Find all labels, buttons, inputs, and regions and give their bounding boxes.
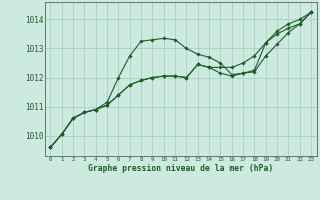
X-axis label: Graphe pression niveau de la mer (hPa): Graphe pression niveau de la mer (hPa) (88, 164, 273, 173)
